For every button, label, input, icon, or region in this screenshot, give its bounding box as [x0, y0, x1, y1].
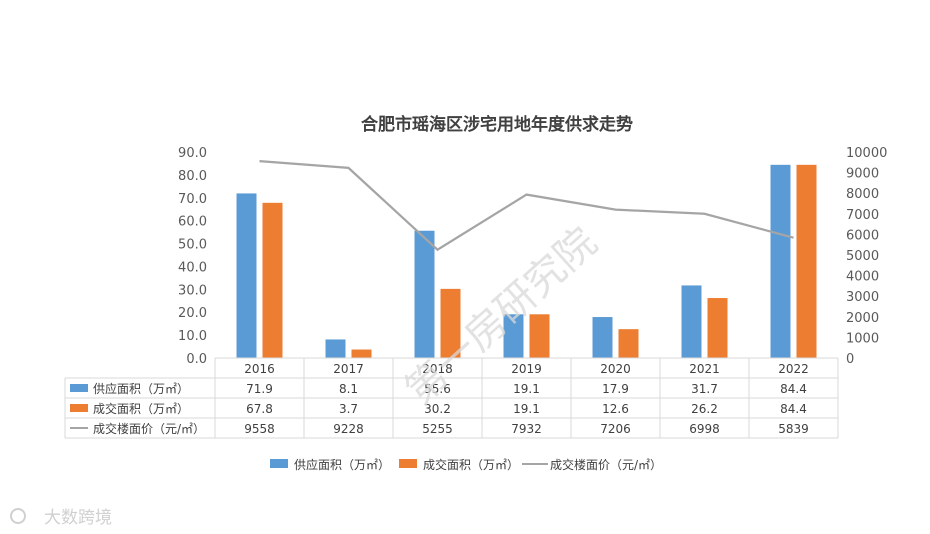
table-series-name: 成交楼面价（元/㎡） [93, 421, 205, 436]
table-cell: 5255 [422, 422, 453, 436]
left-tick-label: 10.0 [178, 329, 207, 344]
bar-supply [236, 193, 257, 358]
table-cell: 71.9 [246, 382, 273, 396]
legend-label: 成交面积（万㎡） [423, 457, 519, 472]
bar-deal [529, 314, 550, 358]
x-tick-label: 2022 [778, 362, 809, 376]
right-axis: 0 1000 2000 3000 4000 5000 6000 7000 8000 9000 100… [846, 146, 887, 367]
price-line [259, 159, 794, 252]
logo-icon [10, 508, 26, 524]
bar-supply [770, 164, 791, 358]
right-tick-label: 10000 [846, 146, 887, 161]
right-tick-label: 9000 [846, 167, 879, 182]
table-cell: 6998 [689, 422, 720, 436]
bar-deal [796, 164, 817, 358]
left-tick-label: 40.0 [178, 260, 207, 275]
right-tick-label: 7000 [846, 208, 879, 223]
right-tick-label: 8000 [846, 187, 879, 202]
bar-supply [592, 317, 613, 358]
table-cell: 84.4 [780, 382, 807, 396]
table-cell: 67.8 [246, 402, 273, 416]
table-cell: 30.2 [424, 402, 451, 416]
left-tick-label: 90.0 [178, 146, 207, 161]
table-cell: 84.4 [780, 402, 807, 416]
right-tick-label: 2000 [846, 311, 879, 326]
table-cell: 5839 [778, 422, 809, 436]
table-cell: 17.9 [602, 382, 629, 396]
footer-logo: 大数跨境 [10, 508, 112, 528]
table-cell: 12.6 [602, 402, 629, 416]
table-cell: 26.2 [691, 402, 718, 416]
table-series-name: 供应面积（万㎡） [93, 381, 189, 396]
left-tick-label: 80.0 [178, 169, 207, 184]
table-cell: 55.6 [424, 382, 451, 396]
x-tick-label: 2019 [511, 362, 542, 376]
line-series [259, 159, 794, 252]
legend-key [399, 459, 417, 468]
right-tick-label: 0 [846, 352, 854, 367]
left-tick-label: 30.0 [178, 283, 207, 298]
left-tick-label: 20.0 [178, 306, 207, 321]
bar-supply [503, 314, 524, 358]
table-cell: 7206 [600, 422, 631, 436]
bar-deal [707, 298, 728, 358]
right-tick-label: 5000 [846, 249, 879, 264]
legend-label: 成交楼面价（元/㎡） [550, 457, 662, 472]
bar-supply [414, 230, 435, 358]
legend: 供应面积（万㎡） 成交面积（万㎡） 成交楼面价（元/㎡） [270, 457, 662, 472]
table-cell: 3.7 [339, 402, 358, 416]
legend-key [270, 459, 288, 468]
x-tick-label: 2016 [244, 362, 275, 376]
table-cell: 8.1 [339, 382, 358, 396]
x-tick-label: 2017 [333, 362, 364, 376]
right-tick-label: 4000 [846, 270, 879, 285]
legend-label: 供应面积（万㎡） [294, 457, 390, 472]
table-cell: 19.1 [513, 402, 540, 416]
bars [236, 164, 817, 358]
left-axis: 0.0 10.0 20.0 30.0 40.0 50.0 60.0 70.0 80.0 90.0 [178, 146, 207, 367]
bar-supply [325, 339, 346, 358]
x-tick-label: 2021 [689, 362, 720, 376]
right-tick-label: 3000 [846, 290, 879, 305]
table-cell: 19.1 [513, 382, 540, 396]
table-key [70, 384, 88, 392]
table-cell: 7932 [511, 422, 542, 436]
right-tick-label: 1000 [846, 331, 879, 346]
bar-deal [351, 349, 372, 358]
footer-logo-text: 大数跨境 [44, 508, 112, 528]
chart-title: 合肥市瑶海区涉宅用地年度供求走势 [361, 114, 633, 135]
left-tick-label: 70.0 [178, 192, 207, 207]
bar-deal [618, 329, 639, 358]
left-tick-label: 0.0 [186, 352, 207, 367]
x-tick-label: 2020 [600, 362, 631, 376]
left-tick-label: 50.0 [178, 238, 207, 253]
table-key [70, 404, 88, 412]
bar-deal [262, 202, 283, 358]
table-series-name: 成交面积（万㎡） [93, 401, 189, 416]
table-cell: 9558 [244, 422, 275, 436]
bar-supply [681, 285, 702, 358]
data-table: 2016 2017 2018 2019 2020 2021 2022 供应面积（万㎡） 71.9… [64, 357, 839, 439]
x-tick-label: 2018 [422, 362, 453, 376]
table-cell: 31.7 [691, 382, 718, 396]
left-tick-label: 60.0 [178, 215, 207, 230]
table-cell: 9228 [333, 422, 364, 436]
bar-deal [440, 288, 461, 358]
right-tick-label: 6000 [846, 228, 879, 243]
